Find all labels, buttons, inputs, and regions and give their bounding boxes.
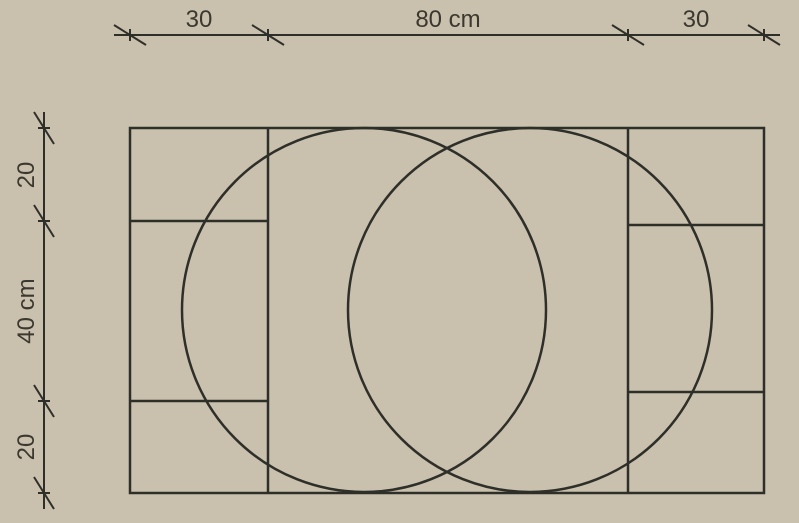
dim-top-label: 30 [186,6,213,33]
dim-arrow [44,128,54,144]
dim-arrow [612,25,628,35]
dim-arrow [34,477,44,493]
dim-arrow [130,35,146,45]
dim-arrow [628,35,644,45]
dim-left-label: 20 [13,434,40,461]
outer-rectangle [130,128,764,493]
circle-0 [182,128,546,492]
dim-arrow [252,25,268,35]
dim-left-label: 40 cm [13,278,40,343]
dim-arrow [764,35,780,45]
dim-arrow [34,205,44,221]
dim-arrow [44,401,54,417]
dim-arrow [268,35,284,45]
technical-diagram: 30 80 cm 30 20 40 cm 20 [0,0,799,523]
dim-arrow [748,25,764,35]
dim-arrow [34,112,44,128]
circle-1 [348,128,712,492]
dim-top-label: 80 cm [415,6,480,33]
dim-top-label: 30 [683,6,710,33]
dim-arrow [44,493,54,509]
dim-arrow [44,221,54,237]
dim-arrow [34,385,44,401]
dim-left-label: 20 [13,162,40,189]
dim-arrow [114,25,130,35]
